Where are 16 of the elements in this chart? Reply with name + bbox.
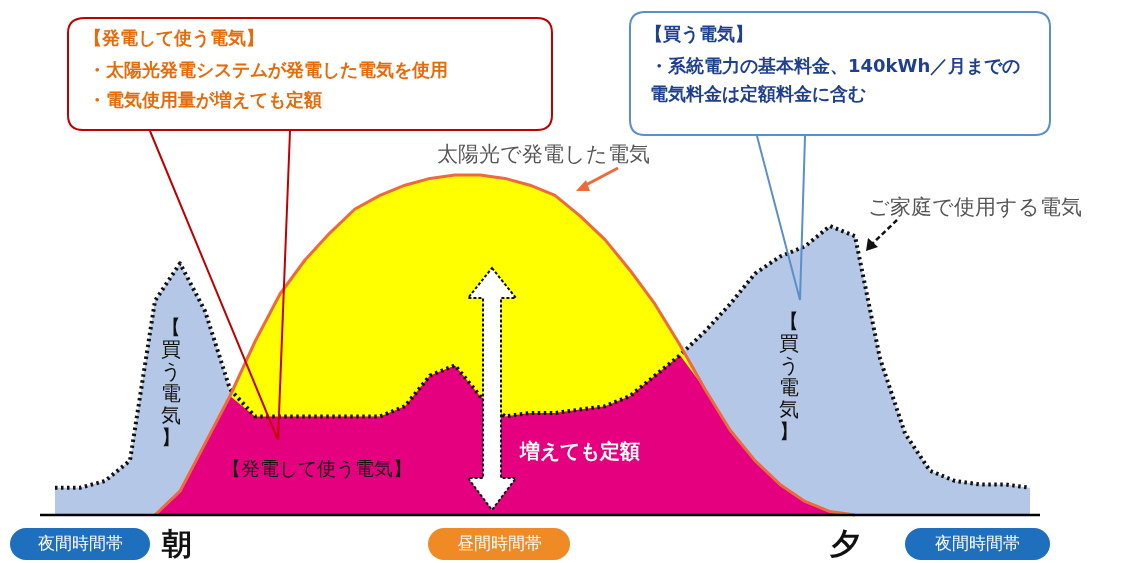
- text: ・太陽光発電システムが発電した電気を使用: [88, 58, 448, 82]
- annotation: 【買う電気】: [778, 309, 800, 443]
- text: 夕: [830, 525, 860, 563]
- text: 夜間時間帯: [36, 532, 124, 555]
- annotation: 増えても定額: [520, 438, 640, 465]
- text: ・系統電力の基本料金、140kWh／月までの電気料金は定額料金に含む: [650, 54, 1022, 106]
- text: 【買う電気】: [645, 22, 753, 46]
- text: ・電気使用量が増えても定額: [88, 88, 322, 112]
- series-label: ご家庭で使用する電気: [868, 194, 1082, 221]
- text: 昼間時間帯: [455, 532, 543, 555]
- series-label: 太陽光で発電した電気: [437, 141, 650, 168]
- annotation: 【買う電気】: [160, 315, 182, 449]
- series-label: 【発電して使う電気】: [222, 456, 412, 481]
- text: 朝: [162, 525, 192, 563]
- text: 夜間時間帯: [934, 532, 1021, 555]
- text: 【発電して使う電気】: [84, 26, 264, 50]
